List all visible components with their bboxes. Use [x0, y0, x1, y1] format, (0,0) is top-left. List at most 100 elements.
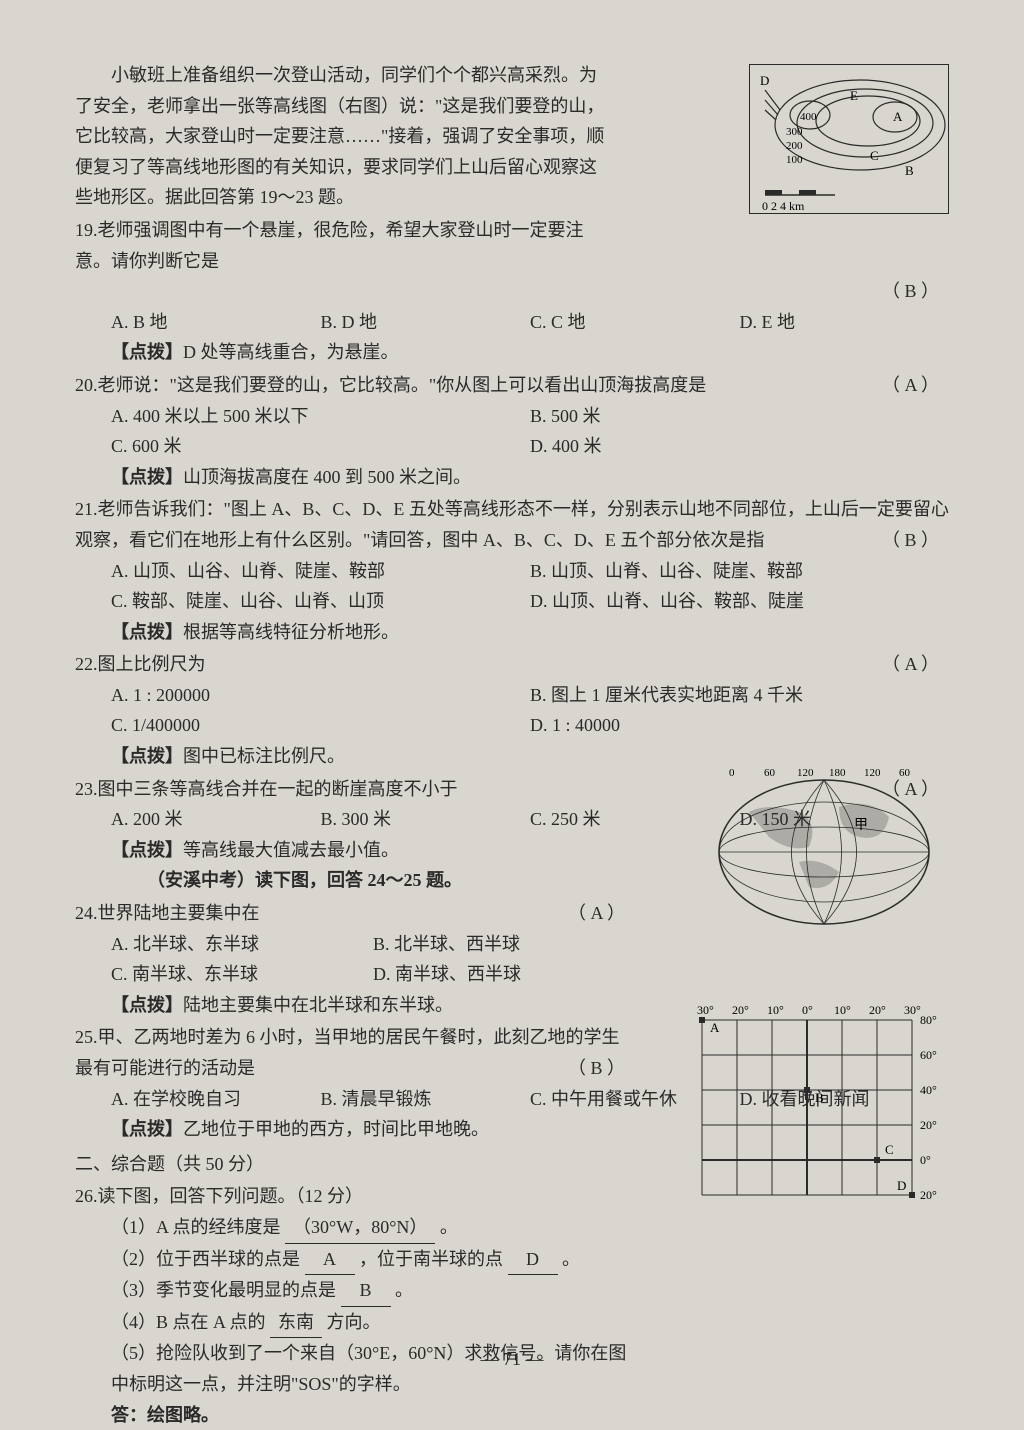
- q19-hint: D 处等高线重合，为悬崖。: [183, 342, 399, 362]
- q19-opt-b: B. D 地: [321, 307, 531, 338]
- q21-num: 21.: [75, 499, 98, 519]
- q20-opt-b: B. 500 米: [530, 401, 949, 432]
- globe-label-jia: 甲: [854, 818, 868, 833]
- question-24: 24.世界陆地主要集中在 （ A ） A. 北半球、东半球 B. 北半球、西半球…: [75, 898, 635, 1020]
- q23-opt-b: B. 300 米: [321, 804, 531, 835]
- svg-text:10°: 10°: [834, 1003, 851, 1017]
- svg-text:40°: 40°: [920, 1083, 937, 1097]
- page-number: — 71 —: [0, 1344, 1024, 1375]
- q26-2-answer2: D: [508, 1244, 558, 1276]
- q19-opt-d: D. E 地: [740, 307, 950, 338]
- topo-svg: D E A B C 400 300 200 100 0 2 4 km: [750, 65, 950, 215]
- q19-hint-label: 【点拨】: [111, 342, 183, 362]
- q25-hint-label: 【点拨】: [111, 1119, 183, 1139]
- q20-opt-a: A. 400 米以上 500 米以下: [111, 401, 530, 432]
- svg-text:20°: 20°: [732, 1003, 749, 1017]
- q24-opt-c: C. 南半球、东半球: [111, 959, 373, 990]
- q21-answer: （ B ）: [882, 525, 939, 556]
- q26-2-pre: （2）位于西半球的点是: [111, 1249, 300, 1269]
- topo-label-c: C: [870, 148, 879, 163]
- q26-1-pre: （1）A 点的经纬度是: [111, 1217, 281, 1237]
- svg-text:30°: 30°: [904, 1003, 921, 1017]
- q25-num: 25.: [75, 1027, 98, 1047]
- q21-opt-a: A. 山顶、山谷、山脊、陡崖、鞍部: [111, 556, 530, 587]
- svg-text:60: 60: [764, 767, 776, 779]
- q23-num: 23.: [75, 779, 98, 799]
- svg-text:20°: 20°: [920, 1188, 937, 1202]
- q20-answer: （ A ）: [882, 370, 939, 401]
- q26-3-answer: B: [341, 1275, 391, 1307]
- svg-text:30°: 30°: [697, 1003, 714, 1017]
- topo-contour-300: 300: [786, 126, 803, 138]
- q26-5-answer: 绘图略。: [147, 1405, 219, 1425]
- q20-opt-d: D. 400 米: [530, 431, 949, 462]
- svg-text:0°: 0°: [802, 1003, 813, 1017]
- svg-text:80°: 80°: [920, 1013, 937, 1027]
- q24-opt-d: D. 南半球、西半球: [373, 959, 635, 990]
- q24-hint-label: 【点拨】: [111, 995, 183, 1015]
- question-19: 19.老师强调图中有一个悬崖，很危险，希望大家登山时一定要注意。请你判断它是 （…: [75, 215, 949, 368]
- q23-hint: 等高线最大值减去最小值。: [183, 840, 399, 860]
- svg-text:60°: 60°: [920, 1048, 937, 1062]
- q21-opt-c: C. 鞍部、陡崖、山谷、山脊、山顶: [111, 586, 530, 617]
- topo-contour-100: 100: [786, 154, 803, 166]
- q25-answer: （ B ）: [568, 1053, 625, 1084]
- q24-opt-b: B. 北半球、西半球: [373, 929, 635, 960]
- topographic-map-figure: D E A B C 400 300 200 100 0 2 4 km: [749, 64, 949, 214]
- globe-svg: 0 60 120 180 120 60 甲: [709, 762, 939, 932]
- topo-label-d: D: [760, 73, 769, 88]
- q23-hint-label: 【点拨】: [111, 840, 183, 860]
- svg-text:B: B: [815, 1090, 824, 1105]
- q25-opt-a: A. 在学校晚自习: [111, 1084, 321, 1115]
- svg-text:10°: 10°: [767, 1003, 784, 1017]
- q20-hint-label: 【点拨】: [111, 467, 183, 487]
- q22-options: A. 1 : 200000 B. 图上 1 厘米代表实地距离 4 千米 C. 1…: [75, 680, 949, 741]
- globe-figure: 0 60 120 180 120 60 甲: [709, 762, 939, 932]
- svg-text:D: D: [897, 1178, 906, 1193]
- q21-opt-d: D. 山顶、山脊、山谷、鞍部、陡崖: [530, 586, 949, 617]
- svg-text:20°: 20°: [920, 1118, 937, 1132]
- q20-hint: 山顶海拔高度在 400 到 500 米之间。: [183, 467, 471, 487]
- svg-text:A: A: [710, 1020, 720, 1035]
- q22-text: 图上比例尺为: [98, 654, 206, 674]
- intro-text: 小敏班上准备组织一次登山活动，同学们个个都兴高采烈。为了安全，老师拿出一张等高线…: [75, 60, 605, 213]
- lat-lon-grid-figure: 30° 20° 10° 0° 10° 20° 30° 80° 60° 40° 2…: [682, 1000, 952, 1220]
- q22-opt-b: B. 图上 1 厘米代表实地距离 4 千米: [530, 680, 949, 711]
- q19-answer: （ B ）: [882, 276, 939, 307]
- q22-opt-a: A. 1 : 200000: [111, 680, 530, 711]
- q26-2-answer1: A: [305, 1244, 355, 1276]
- q26-4-post: 方向。: [327, 1312, 381, 1332]
- svg-text:120: 120: [797, 767, 814, 779]
- q21-hint: 根据等高线特征分析地形。: [183, 622, 399, 642]
- q24-opt-a: A. 北半球、东半球: [111, 929, 373, 960]
- q21-text: 老师告诉我们："图上 A、B、C、D、E 五处等高线形态不一样，分别表示山地不同…: [75, 499, 949, 550]
- q19-opt-c: C. C 地: [530, 307, 740, 338]
- q21-options: A. 山顶、山谷、山脊、陡崖、鞍部 B. 山顶、山脊、山谷、陡崖、鞍部 C. 鞍…: [75, 556, 949, 617]
- q24-text: 世界陆地主要集中在: [98, 903, 260, 923]
- q26-num: 26.: [75, 1186, 98, 1206]
- question-22: （ A ） 22.图上比例尺为 A. 1 : 200000 B. 图上 1 厘米…: [75, 649, 949, 771]
- question-20: （ A ） 20.老师说："这是我们要登的山，它比较高。"你从图上可以看出山顶海…: [75, 370, 949, 492]
- svg-text:0: 0: [729, 767, 735, 779]
- q26-1-post: 。: [440, 1217, 458, 1237]
- q26-2-post: 。: [562, 1249, 580, 1269]
- topo-scale: 0 2 4 km: [762, 199, 805, 213]
- q22-opt-d: D. 1 : 40000: [530, 710, 949, 741]
- q26-4-pre: （4）B 点在 A 点的: [111, 1312, 266, 1332]
- q20-num: 20.: [75, 375, 98, 395]
- q22-num: 22.: [75, 654, 98, 674]
- q22-hint: 图中已标注比例尺。: [183, 746, 345, 766]
- question-21: 21.老师告诉我们："图上 A、B、C、D、E 五处等高线形态不一样，分别表示山…: [75, 494, 949, 647]
- q24-hint: 陆地主要集中在北半球和东半球。: [183, 995, 453, 1015]
- q26-5-ans-label: 答：: [111, 1405, 147, 1425]
- q25-text: 甲、乙两地时差为 6 小时，当甲地的居民午餐时，此刻乙地的学生最有可能进行的活动…: [75, 1027, 620, 1078]
- topo-label-b: B: [905, 163, 914, 178]
- q26-text: 读下图，回答下列问题。（12 分）: [98, 1186, 364, 1206]
- q24-answer: （ A ）: [568, 898, 625, 929]
- topo-contour-400: 400: [800, 111, 817, 123]
- q23-text: 图中三条等高线合并在一起的断崖高度不小于: [98, 779, 458, 799]
- svg-text:20°: 20°: [869, 1003, 886, 1017]
- q26-3-pre: （3）季节变化最明显的点是: [111, 1280, 336, 1300]
- q22-opt-c: C. 1/400000: [111, 710, 530, 741]
- q25-hint: 乙地位于甲地的西方，时间比甲地晚。: [183, 1119, 489, 1139]
